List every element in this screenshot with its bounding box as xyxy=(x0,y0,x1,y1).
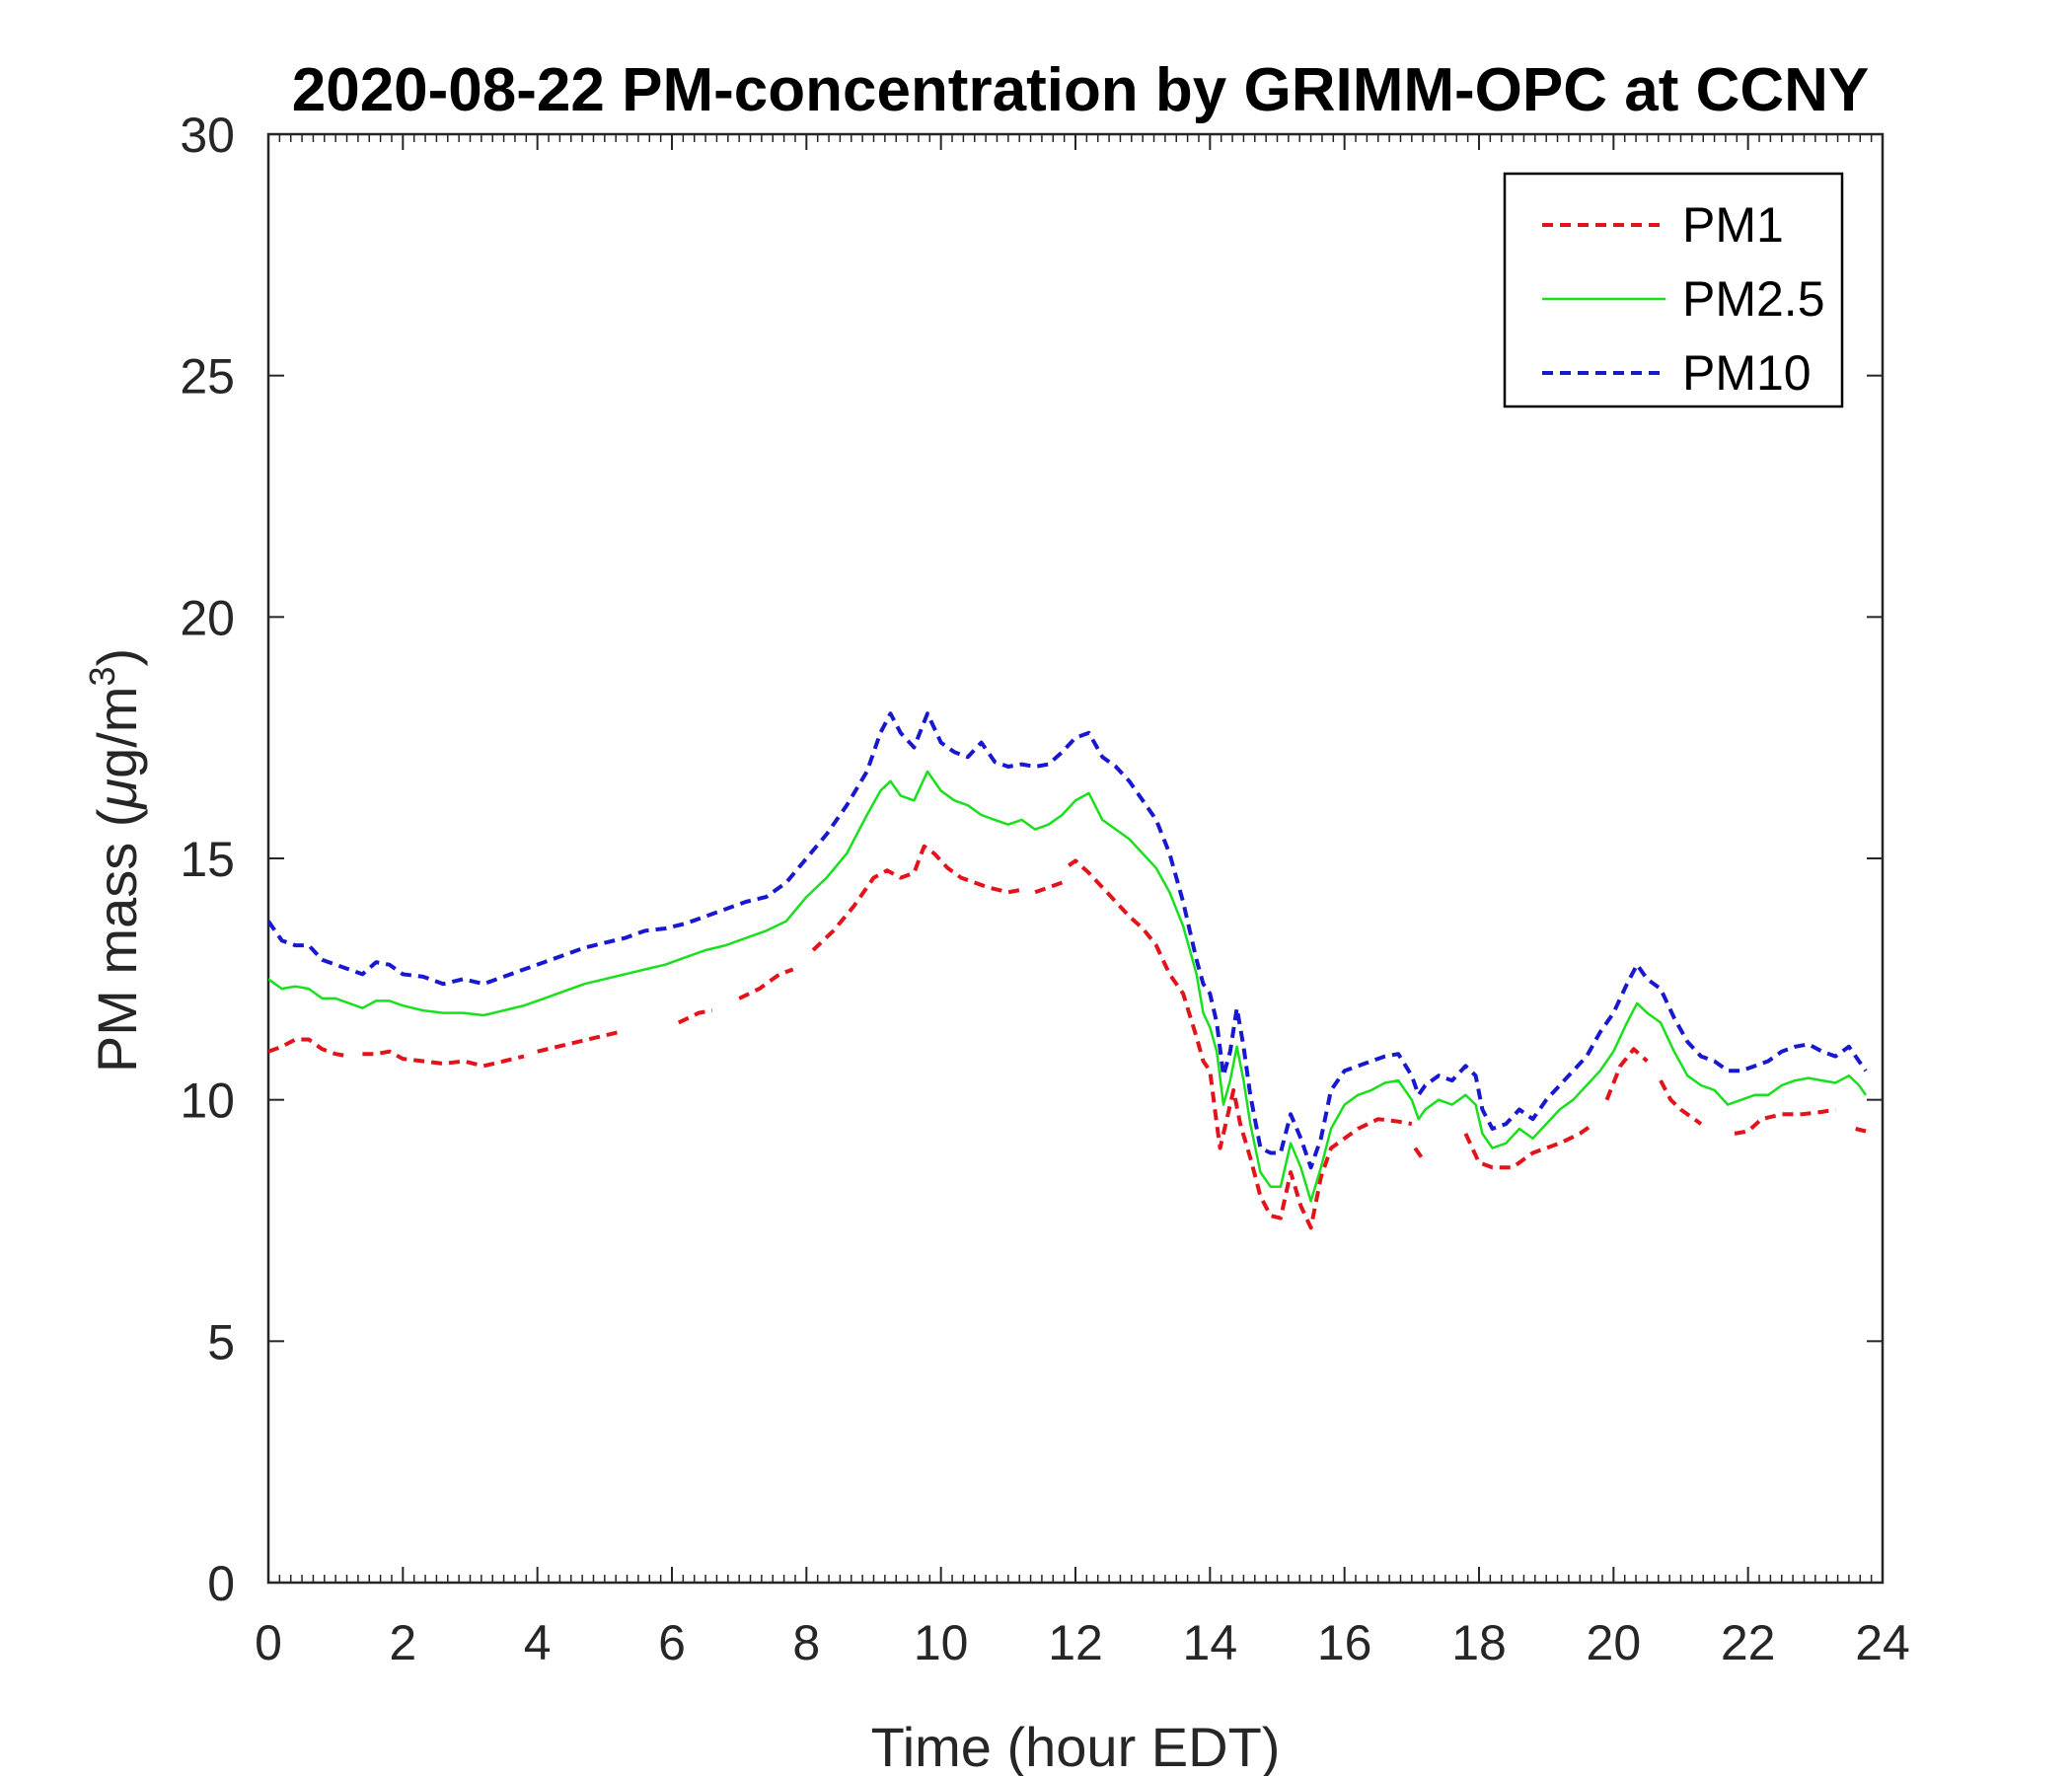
series-layer xyxy=(268,711,1868,1230)
x-tick-label: 8 xyxy=(792,1615,820,1670)
legend-label: PM1 xyxy=(1682,197,1784,253)
x-tick-label: 24 xyxy=(1855,1615,1910,1670)
x-tick-label: 14 xyxy=(1183,1615,1238,1670)
y-tick-label: 0 xyxy=(207,1556,235,1611)
y-tick-label: 5 xyxy=(207,1314,235,1369)
legend-label: PM10 xyxy=(1682,345,1812,401)
y-axis-label-mu: μ xyxy=(86,778,148,811)
x-tick-label: 10 xyxy=(914,1615,969,1670)
y-tick-label: 15 xyxy=(180,832,235,887)
y-tick-label: 10 xyxy=(180,1073,235,1129)
y-axis-label-close: ) xyxy=(86,648,148,667)
series-line-pm10 xyxy=(268,711,1868,1170)
chart-title: 2020-08-22 PM-concentration by GRIMM-OPC… xyxy=(292,56,1870,124)
series-line-pm1 xyxy=(268,844,1867,1230)
x-tick-label: 20 xyxy=(1587,1615,1642,1670)
axis-ticks xyxy=(267,133,1884,1584)
x-tick-label: 18 xyxy=(1451,1615,1507,1670)
y-axis-label-unit: g/m xyxy=(86,687,148,778)
y-tick-label: 20 xyxy=(180,590,235,645)
x-tick-label: 6 xyxy=(658,1615,686,1670)
x-tick-label: 16 xyxy=(1317,1615,1372,1670)
legend-label: PM2.5 xyxy=(1682,271,1825,327)
x-tick-label: 2 xyxy=(389,1615,416,1670)
x-tick-label: 22 xyxy=(1721,1615,1776,1670)
legend-box xyxy=(1503,172,1844,408)
y-tick-label: 25 xyxy=(180,349,235,405)
y-axis-label: PM mass (μg/m3) xyxy=(82,648,148,1073)
y-axis-label-main: PM mass ( xyxy=(86,808,148,1073)
y-axis-label-superscript: 3 xyxy=(82,667,122,687)
x-axis-label: Time (hour EDT) xyxy=(871,1716,1281,1776)
y-tick-label: 30 xyxy=(180,108,235,163)
series-line-pm25 xyxy=(268,770,1868,1203)
x-tick-label: 0 xyxy=(255,1615,282,1670)
x-tick-label: 12 xyxy=(1048,1615,1103,1670)
legend: PM1 PM2.5 PM10 xyxy=(1503,172,1844,408)
x-tick-label: 4 xyxy=(524,1615,552,1670)
